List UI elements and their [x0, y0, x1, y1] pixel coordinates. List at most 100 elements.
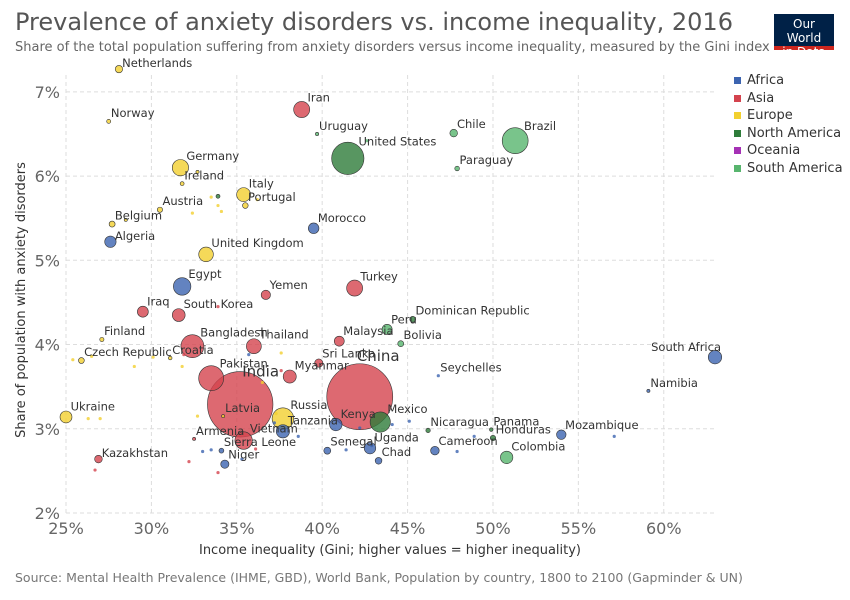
data-point[interactable]: [168, 355, 173, 361]
data-point[interactable]: [489, 427, 494, 432]
data-point[interactable]: [195, 169, 200, 174]
data-point[interactable]: [272, 421, 276, 425]
data-point[interactable]: [296, 434, 300, 438]
data-point[interactable]: [454, 165, 460, 172]
data-point[interactable]: [331, 141, 365, 175]
data-point[interactable]: [216, 203, 220, 208]
data-point[interactable]: [201, 449, 205, 454]
data-point[interactable]: [98, 417, 102, 421]
data-point[interactable]: [500, 450, 514, 464]
data-point[interactable]: [397, 340, 405, 347]
data-point[interactable]: [344, 448, 348, 452]
data-point[interactable]: [209, 448, 213, 452]
data-point[interactable]: [275, 424, 290, 439]
data-point[interactable]: [407, 419, 411, 423]
data-point[interactable]: [182, 353, 186, 357]
data-point[interactable]: [333, 335, 345, 347]
data-point[interactable]: [279, 369, 283, 373]
data-point[interactable]: [260, 380, 265, 385]
data-point[interactable]: [489, 435, 496, 442]
data-point[interactable]: [216, 305, 220, 309]
data-point[interactable]: [293, 101, 311, 118]
data-point[interactable]: [94, 454, 103, 464]
data-point[interactable]: [216, 470, 220, 475]
data-point[interactable]: [137, 305, 149, 318]
data-point[interactable]: [171, 159, 189, 177]
data-point[interactable]: [106, 119, 112, 124]
data-point[interactable]: [612, 434, 616, 438]
data-point[interactable]: [255, 198, 259, 202]
data-point[interactable]: [315, 132, 320, 136]
owid-logo[interactable]: Our World in Data: [774, 14, 834, 59]
data-point[interactable]: [215, 193, 221, 199]
data-point[interactable]: [455, 449, 459, 454]
data-point[interactable]: [78, 357, 85, 364]
data-point[interactable]: [219, 209, 224, 214]
data-point[interactable]: [59, 410, 73, 424]
data-point[interactable]: [246, 338, 262, 354]
data-point[interactable]: [449, 129, 458, 138]
data-point[interactable]: [220, 459, 230, 469]
data-point[interactable]: [171, 308, 186, 322]
data-point[interactable]: [234, 431, 253, 450]
data-point[interactable]: [173, 277, 192, 296]
data-point[interactable]: [104, 235, 117, 248]
data-point[interactable]: [253, 447, 258, 451]
data-point[interactable]: [132, 364, 136, 369]
data-point[interactable]: [198, 246, 214, 263]
data-point[interactable]: [390, 422, 394, 427]
data-point[interactable]: [187, 460, 191, 464]
data-point[interactable]: [247, 353, 251, 357]
data-point[interactable]: [198, 365, 224, 392]
data-point[interactable]: [436, 374, 440, 378]
data-point[interactable]: [409, 316, 416, 323]
data-point[interactable]: [86, 417, 90, 421]
data-point[interactable]: [323, 446, 332, 455]
legend-item-south-america[interactable]: South America: [734, 160, 843, 178]
data-point[interactable]: [90, 354, 94, 358]
data-point[interactable]: [71, 358, 75, 362]
data-point[interactable]: [218, 447, 225, 454]
data-point[interactable]: [364, 139, 369, 143]
data-point[interactable]: [123, 217, 128, 222]
data-point[interactable]: [707, 350, 723, 365]
data-point[interactable]: [180, 364, 184, 369]
data-point[interactable]: [501, 127, 529, 154]
data-point[interactable]: [180, 334, 205, 359]
legend-item-oceania[interactable]: Oceania: [734, 142, 843, 160]
data-point[interactable]: [369, 411, 391, 433]
legend-item-asia[interactable]: Asia: [734, 90, 843, 108]
data-point[interactable]: [274, 412, 278, 416]
data-point[interactable]: [114, 65, 123, 74]
data-point[interactable]: [236, 187, 251, 202]
legend-item-europe[interactable]: Europe: [734, 107, 843, 125]
data-point[interactable]: [425, 427, 431, 433]
data-point[interactable]: [374, 457, 383, 465]
data-point[interactable]: [329, 418, 343, 432]
data-point[interactable]: [260, 289, 271, 300]
data-point[interactable]: [472, 434, 476, 438]
data-point[interactable]: [314, 358, 324, 368]
data-point[interactable]: [108, 220, 116, 228]
legend-item-north-america[interactable]: North America: [734, 125, 843, 143]
data-point[interactable]: [156, 206, 163, 213]
data-point[interactable]: [195, 414, 200, 418]
data-point[interactable]: [346, 279, 363, 297]
data-point[interactable]: [370, 444, 374, 448]
data-point[interactable]: [192, 436, 196, 441]
data-point[interactable]: [282, 369, 297, 384]
data-point[interactable]: [279, 351, 283, 355]
data-point[interactable]: [242, 202, 249, 209]
data-point[interactable]: [381, 323, 393, 335]
data-point[interactable]: [179, 181, 185, 186]
legend-item-africa[interactable]: Africa: [734, 72, 843, 90]
data-point[interactable]: [240, 457, 244, 461]
data-point[interactable]: [556, 429, 567, 440]
data-point[interactable]: [209, 195, 213, 199]
data-point[interactable]: [308, 222, 320, 234]
data-point[interactable]: [430, 446, 440, 456]
data-point[interactable]: [221, 414, 226, 419]
data-point[interactable]: [358, 426, 362, 430]
data-point[interactable]: [99, 337, 105, 342]
data-point[interactable]: [151, 355, 155, 359]
